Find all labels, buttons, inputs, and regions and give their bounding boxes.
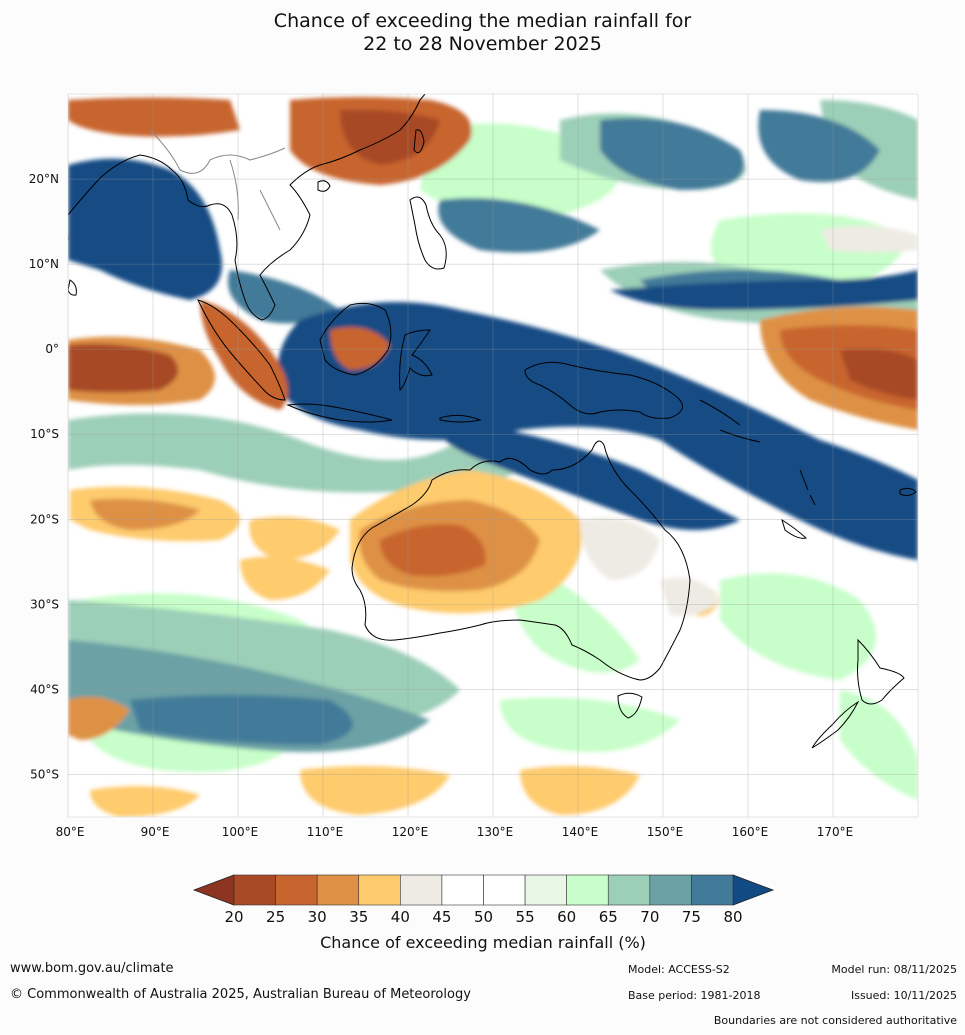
map-frame (67, 93, 919, 818)
colorbar-swatch (691, 874, 734, 906)
colorbar-tick-label: 20 (224, 908, 243, 926)
colorbar-swatch (649, 874, 692, 906)
longitude-label: 90°E (141, 825, 170, 839)
longitude-label: 110°E (307, 825, 344, 839)
colorbar-tick-label: 60 (557, 908, 576, 926)
timor-coastline (439, 414, 482, 423)
vanuatu-coastline (799, 469, 816, 506)
colorbar-swatch (441, 874, 484, 906)
colorbar-tick-label: 80 (723, 908, 742, 926)
australia-coastline (351, 440, 691, 681)
latitude-label: 40°S (30, 682, 59, 696)
colorbar-tick-label: 40 (391, 908, 410, 926)
colorbar-tick-label: 55 (516, 908, 535, 926)
colorbar-swatch (524, 874, 567, 906)
longitude-label: 160°E (732, 825, 769, 839)
borneo-coastline (319, 302, 392, 376)
hainan-coastline (317, 180, 331, 192)
colorbar: 20 25 30 35 40 45 50 55 60 65 70 75 80 Chance of exce… (192, 874, 775, 952)
longitude-label: 80°E (56, 825, 85, 839)
website-link[interactable]: www.bom.gov.au/climate (10, 961, 174, 976)
latitude-label: 20°N (29, 172, 59, 186)
colorbar-over-arrow (732, 874, 775, 906)
colorbar-tick-label: 45 (432, 908, 451, 926)
copyright-text: © Commonwealth of Australia 2025, Austra… (10, 987, 471, 1002)
colorbar-swatch (358, 874, 401, 906)
colorbar-tick-label: 70 (640, 908, 659, 926)
longitude-label: 100°E (222, 825, 259, 839)
colorbar-under-arrow (192, 874, 235, 906)
colorbar-swatch (400, 874, 443, 906)
rainfall-probability-field (68, 97, 918, 817)
latitude-label: 10°N (29, 257, 59, 271)
longitude-label: 130°E (477, 825, 514, 839)
map-panel (68, 94, 918, 817)
fiji-coastline (899, 487, 917, 497)
colorbar-swatch (566, 874, 609, 906)
sri-lanka-coastline (68, 279, 77, 296)
longitude-label: 170°E (817, 825, 854, 839)
colorbar-swatch (275, 874, 318, 906)
title-line-2: 22 to 28 November 2025 (363, 33, 602, 55)
colorbar-tick-label: 50 (474, 908, 493, 926)
solomon-islands-coastline (699, 399, 761, 443)
colorbar-swatch (607, 874, 651, 906)
colorbar-swatch (483, 874, 526, 906)
southeast-asia-coastline (68, 94, 426, 321)
new-zealand-coastline (857, 638, 905, 705)
longitude-label: 150°E (647, 825, 684, 839)
latitude-label: 50°S (30, 767, 59, 781)
model-run-date: Model run: 08/11/2025 (831, 963, 957, 976)
longitude-labels: 80°E 90°E 100°E 110°E 120°E 130°E 140°E 150°E 16… (56, 825, 854, 839)
colorbar-tick-label: 35 (349, 908, 368, 926)
title-line-1: Chance of exceeding the median rainfall … (273, 10, 692, 32)
longitude-label: 120°E (392, 825, 429, 839)
colorbar-tick-label: 65 (599, 908, 618, 926)
tasmania-coastline (617, 692, 643, 719)
model-name: Model: ACCESS-S2 (628, 963, 730, 976)
sulawesi-coastline (399, 329, 433, 392)
new-guinea-coastline (524, 361, 683, 419)
chart-title: Chance of exceeding the median rainfall … (0, 10, 965, 56)
base-period: Base period: 1981-2018 (628, 989, 761, 1002)
taiwan-coastline (413, 129, 425, 154)
new-caledonia-coastline (781, 518, 808, 539)
graticule (68, 94, 918, 817)
colorbar-tick-label: 25 (266, 908, 285, 926)
issued-date: Issued: 10/11/2025 (850, 989, 957, 1002)
latitude-label: 0° (45, 342, 59, 356)
latitude-label: 10°S (30, 427, 59, 441)
colorbar-tick-label: 75 (682, 908, 701, 926)
latitude-labels: 20°N 10°N 0° 10°S 20°S 30°S 40°S 50°S (29, 172, 59, 781)
colorbar-swatch (233, 874, 276, 906)
latitude-label: 30°S (30, 597, 59, 611)
philippines-coastline (409, 196, 447, 270)
new-zealand-south-coastline (811, 700, 860, 749)
colorbar-tick-label: 30 (308, 908, 327, 926)
latitude-label: 20°S (30, 512, 59, 526)
colorbar-swatch (316, 874, 360, 906)
longitude-label: 140°E (562, 825, 599, 839)
colorbar-title: Chance of exceeding median rainfall (%) (320, 933, 646, 952)
boundaries-note: Boundaries are not considered authoritat… (713, 1014, 957, 1027)
sumatra-coastline (197, 299, 286, 401)
